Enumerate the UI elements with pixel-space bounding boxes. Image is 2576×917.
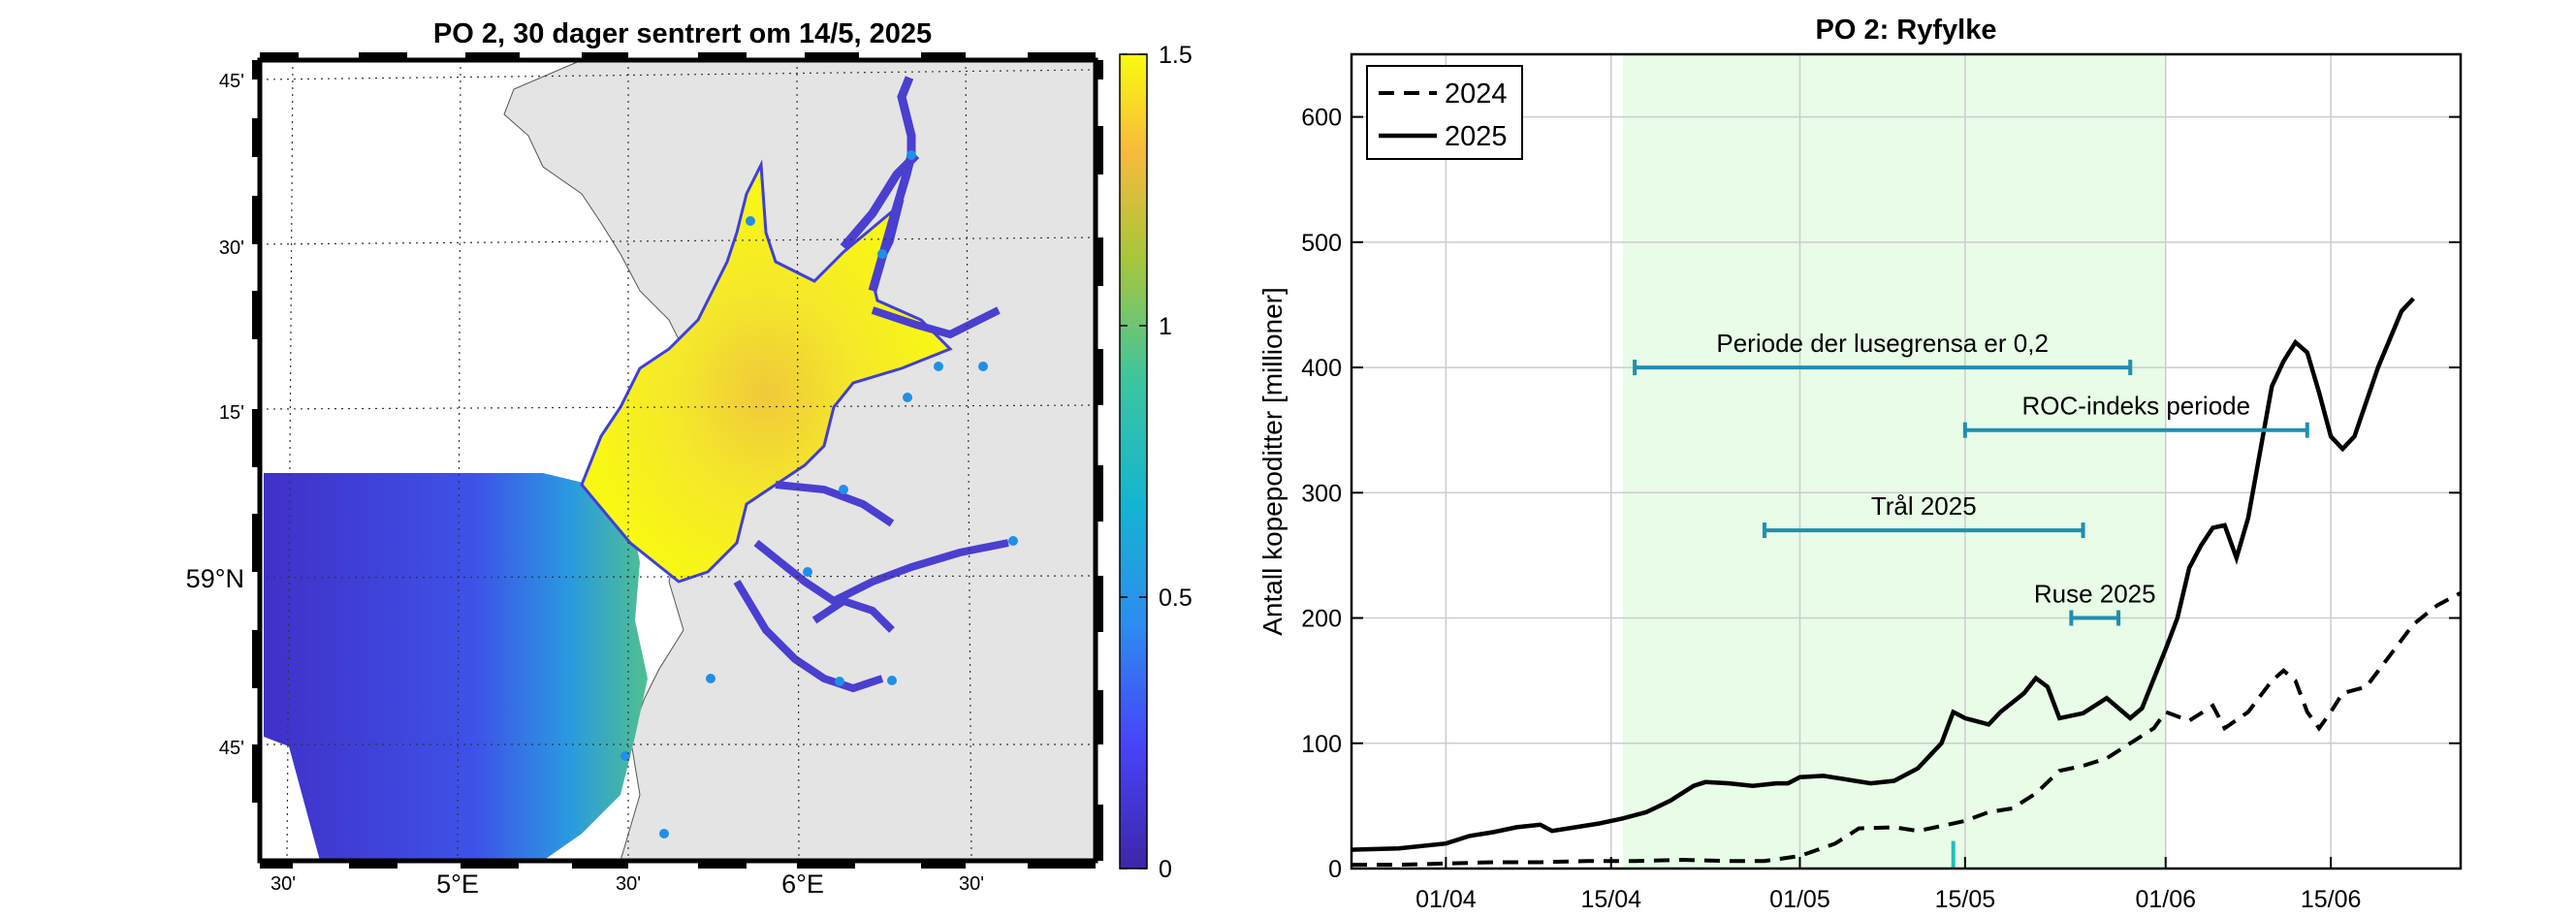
map-grid	[259, 59, 1095, 862]
y-tick-label-4: 400	[1301, 355, 1342, 382]
colorbar-tick-label-1: 1	[1159, 313, 1172, 340]
x-tick-label-2: 01/05	[1769, 886, 1830, 913]
legend-box	[1366, 65, 1523, 160]
colorbar-tick-label-0: 1.5	[1159, 42, 1193, 69]
x-tick-label-1: 15/04	[1580, 886, 1641, 913]
interval-0-label: Periode der lusegrensa er 0,2	[1716, 329, 2049, 358]
x-tick-label-0: 01/04	[1415, 886, 1477, 913]
map-panel: PO 2, 30 dager sentrert om 14/5, 2025	[186, 18, 1193, 899]
lon-tick-4: 6°E	[781, 870, 824, 899]
legend-label-2024: 2024	[1445, 79, 1508, 110]
lat-tick-2: 30'	[219, 237, 244, 259]
colorbar: 1.5 1 0.5 0	[1119, 42, 1193, 883]
fjord-field	[580, 159, 953, 584]
fjord-arm-n	[868, 76, 916, 293]
chart-panel: PO 2: Ryfylke Periode der lusegrensa er …	[1257, 15, 2463, 913]
y-tick-label-0: 0	[1328, 856, 1342, 883]
lat-tick-1: 45'	[219, 71, 244, 92]
lat-tick-4: 59°N	[186, 564, 244, 593]
x-tick-label-3: 15/05	[1935, 886, 1996, 913]
fjord-arm-s	[733, 579, 884, 693]
colorbar-gradient	[1119, 53, 1148, 870]
colorbar-tick-label-3: 0	[1159, 856, 1172, 883]
legend: 2024 2025	[1366, 65, 1523, 160]
colorbar-ticks: 1.5 1 0.5 0	[1120, 42, 1193, 883]
colorbar-tick-label-2: 0.5	[1159, 585, 1193, 612]
y-tick-label-3: 300	[1301, 480, 1342, 507]
lat-tick-3: 15'	[219, 402, 244, 424]
y-tick-label-6: 600	[1301, 105, 1342, 132]
y-tick-label-2: 200	[1301, 606, 1342, 633]
chart-title: PO 2: Ryfylke	[1816, 15, 1997, 46]
model-sea-field	[264, 473, 648, 861]
map-frame-ticks	[252, 52, 1103, 869]
fjord-arm-sea	[775, 481, 895, 527]
fjord-arm-e	[871, 306, 1001, 339]
map-area	[260, 60, 1096, 861]
fjord-arm-se2	[811, 596, 895, 633]
shaded-period	[1622, 54, 2166, 869]
interval-2-label: Trål 2025	[1871, 491, 1977, 521]
legend-label-2025: 2025	[1445, 121, 1508, 152]
interval-bars: Periode der lusegrensa er 0,2 ROC-indeks …	[1633, 329, 2309, 626]
x-tick-label-4: 01/06	[2135, 886, 2196, 913]
lon-tick-3: 30'	[616, 873, 641, 895]
series-2024-line	[1352, 590, 2461, 868]
x-tick-label-5: 15/06	[2301, 886, 2362, 913]
fjord-arm-se	[753, 539, 1009, 606]
y-tick-label-1: 100	[1301, 731, 1342, 758]
y-axis-label: Antall kopepoditter [millioner]	[1257, 287, 1288, 636]
y-axis-ticks: 0 100 200 300 400 500 600	[1301, 105, 2461, 883]
x-axis-ticks: 01/04 15/04 01/05 15/05 01/06 15/06	[1415, 857, 2361, 913]
series-2025-line	[1352, 297, 2415, 852]
lon-tick-5: 30'	[959, 873, 984, 895]
interval-3-label: Ruse 2025	[2034, 580, 2156, 609]
interval-1-label: ROC-indeks periode	[2022, 392, 2251, 421]
y-tick-label-5: 500	[1301, 230, 1342, 257]
map-title: PO 2, 30 dager sentrert om 14/5, 2025	[433, 18, 932, 49]
plot-frame	[1350, 52, 2463, 870]
station-markers	[620, 60, 1018, 838]
lat-tick-5: 45'	[219, 738, 244, 759]
lon-tick-1: 30'	[270, 873, 296, 895]
lon-tick-2: 5°E	[436, 870, 479, 899]
